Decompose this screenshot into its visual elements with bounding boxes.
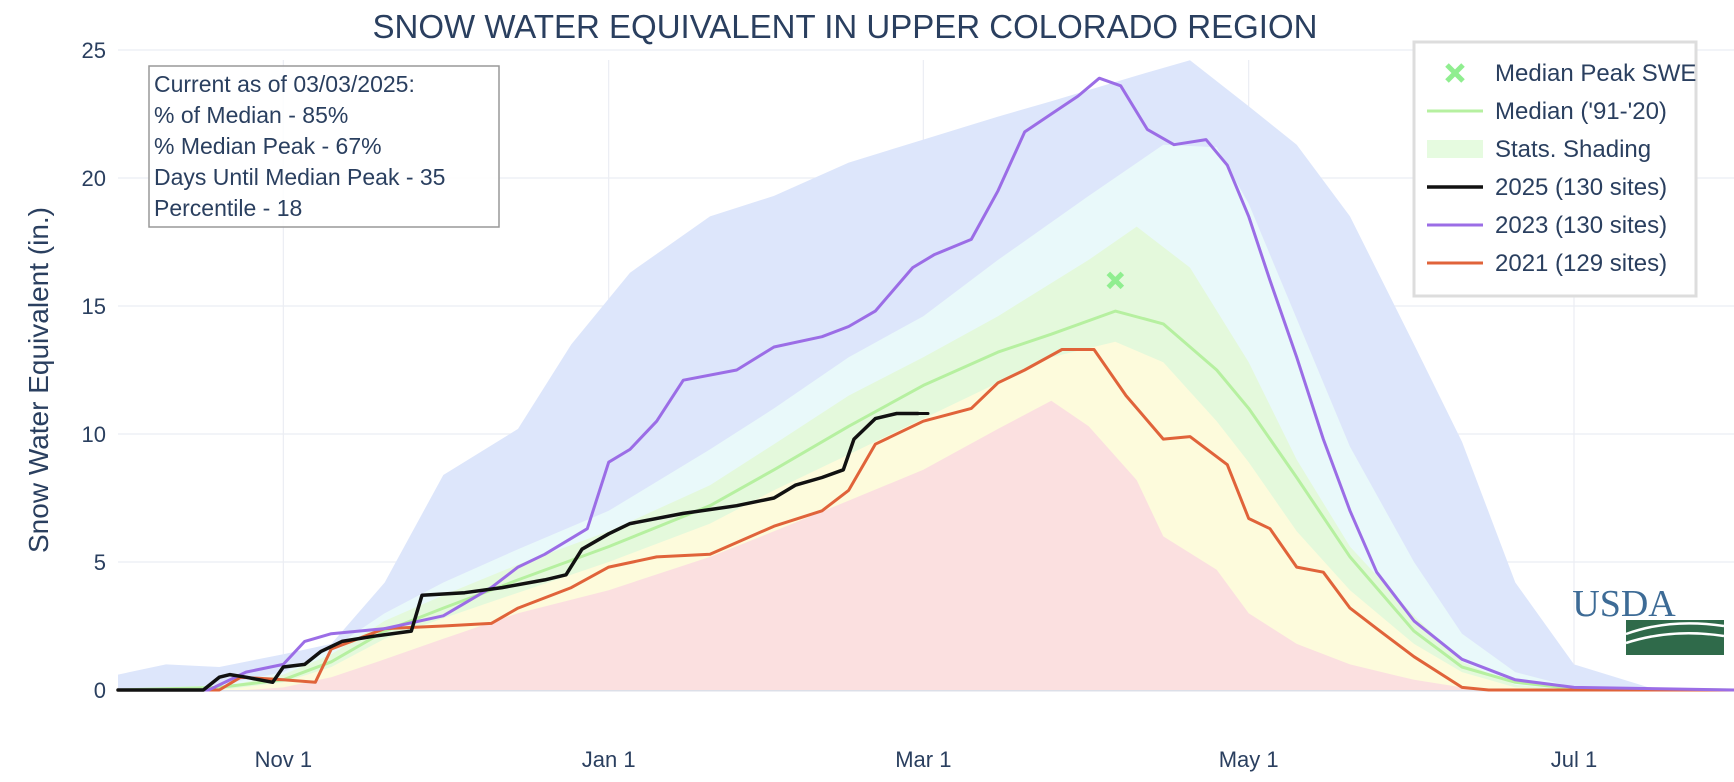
- band-10th-percentile: [118, 400, 1734, 690]
- usda-logo-field-lines: [1625, 622, 1725, 645]
- series-line-2025-130-sites: [116, 411, 920, 692]
- x-tick-label: Mar 1: [895, 747, 951, 772]
- annotation-line: Days Until Median Peak - 35: [154, 164, 445, 190]
- legend-label: 2023 (130 sites): [1495, 212, 1667, 239]
- annotation-line: % of Median - 85%: [154, 102, 348, 128]
- x-tick-label: Nov 1: [255, 747, 312, 772]
- y-tick-label: 10: [82, 422, 106, 447]
- median-peak-marker: [1106, 271, 1125, 290]
- legend-item-median-peak[interactable]: Median Peak SWE: [1445, 60, 1696, 87]
- median-peak-marker-stroke: [1106, 271, 1125, 290]
- usda-logo-fields: [1626, 620, 1724, 655]
- legend-item-stats-shading[interactable]: Stats. Shading: [1427, 136, 1651, 163]
- legend-box: [1412, 40, 1698, 298]
- legend-label: 2021 (129 sites): [1495, 250, 1667, 277]
- legend-label: Stats. Shading: [1495, 136, 1651, 163]
- legend-label: Median ('91-'20): [1495, 98, 1667, 125]
- legend-label: 2025 (130 sites): [1495, 174, 1667, 201]
- annotation-box: Current as of 03/03/2025: % of Median - …: [148, 65, 500, 228]
- legend-item-2023[interactable]: 2023 (130 sites): [1427, 212, 1667, 239]
- axis-ticks: 0 5 10 15 20 25 Nov 1 Jan 1 Mar 1 May 1 Jul 1: [82, 38, 1598, 772]
- annotation-line: Percentile - 18: [154, 195, 302, 221]
- chart-title: SNOW WATER EQUIVALENT IN UPPER COLORADO …: [373, 8, 1318, 45]
- usda-logo: USDA: [1572, 583, 1725, 655]
- y-tick-label: 5: [94, 550, 106, 575]
- annotation-line: Current as of 03/03/2025:: [154, 71, 415, 97]
- series-line-2021-129-sites: [116, 348, 1734, 692]
- legend[interactable]: Median Peak SWE Median ('91-'20) Stats. …: [1412, 40, 1698, 298]
- y-tick-label: 25: [82, 38, 106, 63]
- series-line-median-91-20: [116, 309, 1734, 692]
- y-tick-label: 0: [94, 678, 106, 703]
- series-line-2023-130-sites: [116, 76, 1734, 692]
- x-tick-label: May 1: [1219, 747, 1279, 772]
- y-axis-title: Snow Water Equivalent (in.): [23, 207, 54, 553]
- x-tick-label: Jul 1: [1551, 747, 1597, 772]
- legend-item-median[interactable]: Median ('91-'20): [1427, 98, 1667, 125]
- annotation-border: [148, 65, 500, 228]
- stats-shading-bands: [118, 60, 1734, 690]
- annotation-line: % Median Peak - 67%: [154, 133, 382, 159]
- legend-item-2021[interactable]: 2021 (129 sites): [1427, 250, 1667, 277]
- usda-logo-text: USDA: [1572, 583, 1676, 625]
- x-marker-icon: [1445, 63, 1465, 83]
- legend-item-2025[interactable]: 2025 (130 sites): [1427, 174, 1667, 201]
- x-tick-label: Jan 1: [582, 747, 636, 772]
- legend-band-swatch: [1427, 140, 1483, 158]
- y-tick-label: 20: [82, 166, 106, 191]
- legend-label: Median Peak SWE: [1495, 60, 1696, 87]
- series-lines: [116, 76, 1734, 692]
- y-tick-label: 15: [82, 294, 106, 319]
